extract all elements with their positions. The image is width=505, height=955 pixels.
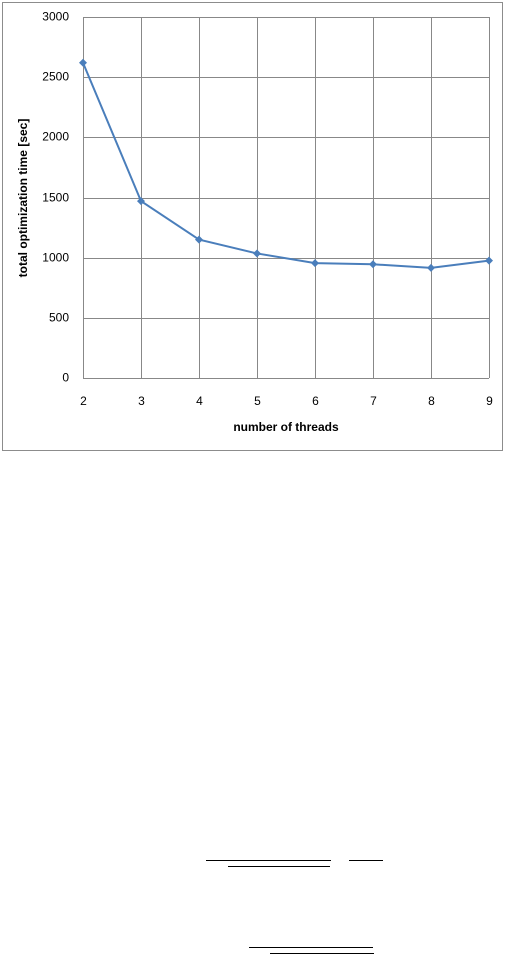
x-tick-label: 8 [428, 394, 435, 408]
formula-rules [206, 860, 383, 954]
y-tick-label: 500 [49, 311, 69, 325]
data-point [195, 235, 203, 244]
x-tick-label: 2 [80, 394, 87, 408]
y-tick-label: 0 [62, 371, 69, 385]
chart-frame [2, 2, 503, 451]
x-tick-label: 6 [312, 394, 319, 408]
y-tick-label: 1500 [42, 191, 69, 205]
x-tick-label: 4 [196, 394, 203, 408]
x-tick-label: 9 [486, 394, 493, 408]
y-tick-label: 3000 [42, 10, 69, 24]
x-axis-label: number of threads [233, 420, 339, 434]
y-tick-label: 2500 [42, 70, 69, 84]
chart: 0 500 1000 1500 2000 2500 3000 2 3 4 5 6 7 8 9 [42, 10, 493, 409]
data-point [311, 259, 319, 268]
y-tick-label: 1000 [42, 251, 69, 265]
y-axis-label: total optimization time [sec] [16, 119, 30, 278]
data-point [253, 249, 261, 258]
x-tick-label: 5 [254, 394, 261, 408]
data-point [369, 260, 377, 269]
x-tick-label: 3 [138, 394, 145, 408]
y-tick-label: 2000 [42, 130, 69, 144]
data-point [485, 256, 493, 265]
series-line [82, 62, 490, 269]
data-point [427, 263, 435, 272]
data-point [137, 197, 145, 206]
x-tick-label: 7 [370, 394, 377, 408]
data-point [79, 58, 87, 67]
